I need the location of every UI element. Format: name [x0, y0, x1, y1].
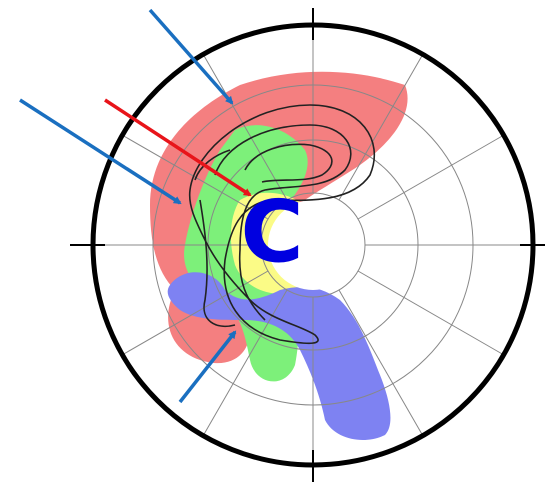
contours [188, 104, 376, 345]
center-hole [268, 200, 358, 290]
blue-region [167, 272, 391, 440]
axis-ticks [70, 8, 545, 482]
arrows [19, 8, 252, 404]
region-label: C [240, 182, 303, 282]
